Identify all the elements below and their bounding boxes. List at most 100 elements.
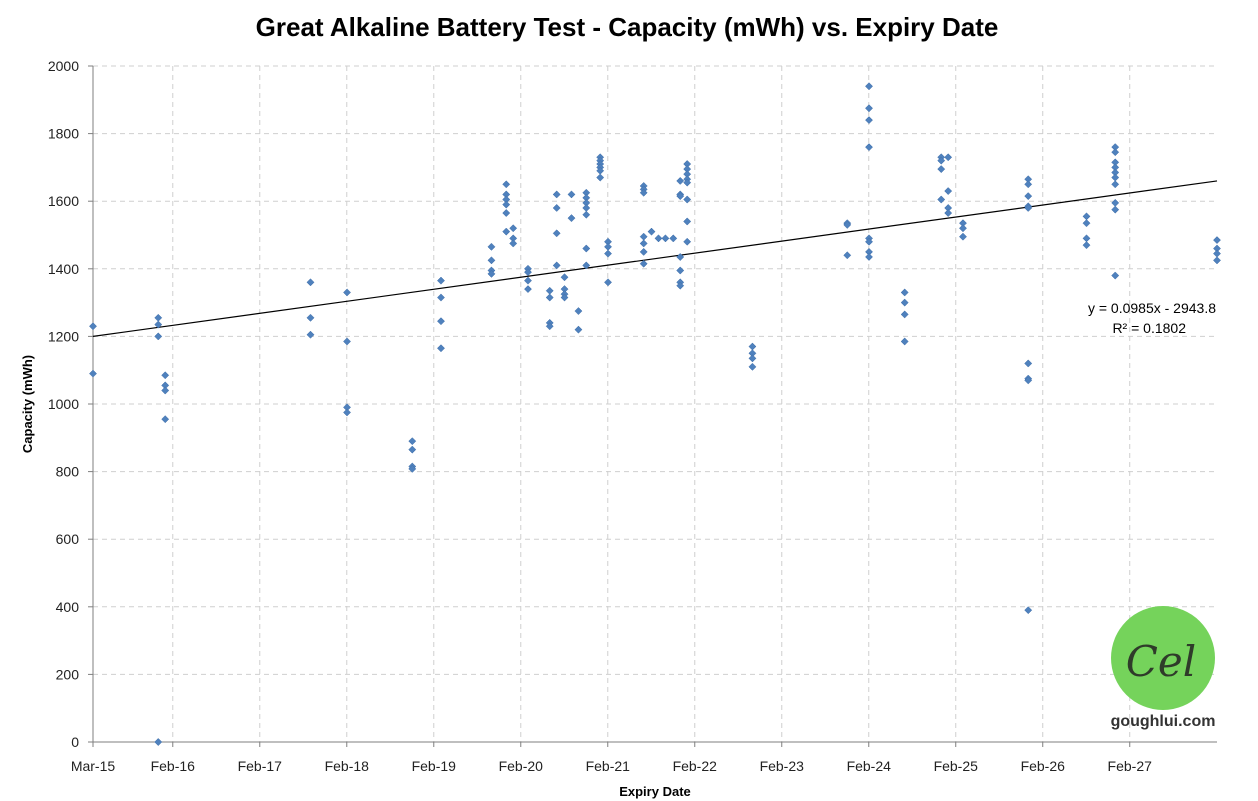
data-point [937,165,946,174]
data-point [437,317,445,326]
data-point [552,261,561,270]
data-point [502,209,511,217]
x-tick-label: Feb-26 [1021,758,1066,774]
data-point [502,227,511,236]
data-point [545,293,554,302]
x-tick-label: Feb-25 [934,758,979,774]
data-point [959,232,967,241]
data-point [865,104,873,113]
data-point [1024,204,1033,212]
data-point [560,293,569,302]
logo-circle [1111,606,1215,710]
data-point [900,288,909,297]
y-tick-label: 1600 [48,193,79,209]
data-point [582,261,591,270]
data-point [552,229,561,238]
data-point [669,234,678,243]
data-point [343,288,351,297]
y-tick-label: 1200 [48,328,79,344]
data-point [89,322,97,331]
data-point [582,244,591,253]
y-tick-label: 2000 [48,58,79,74]
data-point [502,200,511,209]
data-point [437,344,445,353]
data-point [509,239,518,248]
data-point [944,153,953,162]
data-point [524,276,532,285]
data-point [865,253,873,261]
data-point [748,354,757,363]
data-point [574,307,583,316]
x-tick-label: Feb-22 [673,758,718,774]
y-tick-label: 200 [56,666,80,682]
data-point [306,313,315,322]
data-point [89,369,97,378]
data-point [654,234,663,243]
data-point [545,322,554,331]
data-point [1024,359,1033,368]
x-tick-label: Feb-23 [760,758,805,774]
y-tick-label: 0 [71,734,79,750]
data-point [1082,241,1091,250]
x-axis-label: Expiry Date [619,784,691,799]
y-tick-label: 1800 [48,126,79,142]
data-point [1024,376,1033,385]
data-point [306,330,315,339]
data-point [487,256,496,265]
y-tick-label: 1000 [48,396,79,412]
data-point [154,738,163,746]
data-point [1024,192,1033,201]
data-point [937,156,946,165]
data-point [502,180,511,189]
data-point [1111,148,1120,157]
data-point [560,273,569,282]
data-points [89,82,1221,746]
data-point [959,224,967,233]
data-point [843,251,852,260]
data-point [683,237,692,246]
y-axis-label: Capacity (mWh) [20,355,35,453]
data-point [343,337,351,346]
data-point [509,224,518,233]
data-point [676,281,685,290]
data-point [487,242,496,251]
data-point [154,332,163,341]
data-point [676,253,685,261]
data-point [944,187,953,196]
data-point [937,195,946,204]
data-point [900,337,909,346]
data-point [161,371,170,380]
data-point [1111,180,1120,189]
data-point [524,285,532,294]
x-tick-label: Feb-17 [238,758,283,774]
y-tick-labels: 0 200 400 600 800 1000 1200 1400 1600 1800 2000 [48,58,79,750]
data-point [639,239,648,248]
x-tick-label: Feb-20 [499,758,544,774]
data-point [1024,606,1033,615]
data-point [683,178,692,187]
data-point [676,176,685,185]
data-point [567,214,576,223]
x-tick-labels: Mar-15 Feb-16 Feb-17 Feb-18 Feb-19 Feb-20 Feb-… [71,758,1152,774]
data-point [865,143,873,152]
data-point [1213,256,1221,265]
data-point [408,437,417,446]
data-point [1024,180,1033,189]
data-point [865,237,873,246]
data-point [604,278,612,287]
data-point [639,259,648,268]
y-tick-label: 1400 [48,261,79,277]
data-point [944,209,953,217]
data-point [582,210,591,219]
data-point [154,320,163,329]
data-point [306,278,315,287]
watermark: Cel goughlui.com [1111,606,1215,730]
data-point [647,227,656,236]
data-point [683,195,692,204]
logo-signature: Cel [1126,637,1196,686]
data-point [900,310,909,319]
data-point [437,293,445,302]
data-point [748,362,757,371]
data-point [408,464,417,473]
data-point [1111,205,1120,214]
